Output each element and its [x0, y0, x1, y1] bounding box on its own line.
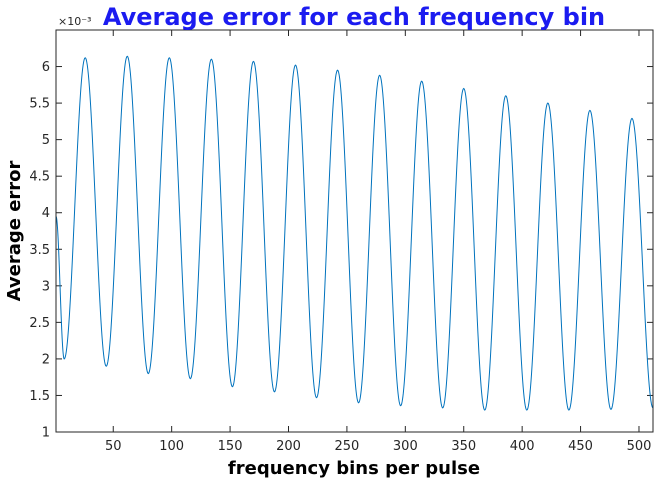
x-tick-label: 50	[105, 439, 122, 454]
y-tick-label: 2.5	[29, 316, 50, 331]
x-axis-label: frequency bins per pulse	[228, 458, 480, 479]
y-tick-label: 4.5	[29, 170, 50, 185]
y-tick-label: 1	[42, 426, 50, 441]
y-tick-label: 4	[42, 206, 50, 221]
x-tick-label: 300	[393, 439, 418, 454]
y-tick-label: 3	[42, 279, 50, 294]
x-tick-label: 450	[568, 439, 593, 454]
y-tick-label: 5.5	[29, 97, 50, 112]
chart-title: Average error for each frequency bin	[103, 3, 605, 31]
x-axis-ticks: 50 100 150 200 250 300 350 400 450 500	[105, 30, 651, 454]
x-tick-label: 350	[451, 439, 476, 454]
x-tick-label: 100	[159, 439, 184, 454]
x-tick-label: 400	[510, 439, 535, 454]
y-tick-label: 2	[42, 352, 50, 367]
y-tick-label: 3.5	[29, 243, 50, 258]
y-axis-label: Average error	[4, 160, 25, 301]
y-tick-label: 6	[42, 60, 50, 75]
x-tick-label: 150	[218, 439, 243, 454]
y-tick-label: 1.5	[29, 389, 50, 404]
plot-area	[56, 30, 653, 432]
axes-box	[55, 29, 654, 433]
x-tick-label: 250	[334, 439, 359, 454]
series-line	[55, 55, 654, 411]
y-axis-ticks: 1 1.5 2 2.5 3 3.5 4 4.5 5 5.5 6	[29, 60, 653, 441]
y-exponent-label: ×10⁻³	[58, 15, 91, 28]
y-tick-label: 5	[42, 133, 50, 148]
x-tick-label: 200	[276, 439, 301, 454]
x-tick-label: 500	[627, 439, 652, 454]
